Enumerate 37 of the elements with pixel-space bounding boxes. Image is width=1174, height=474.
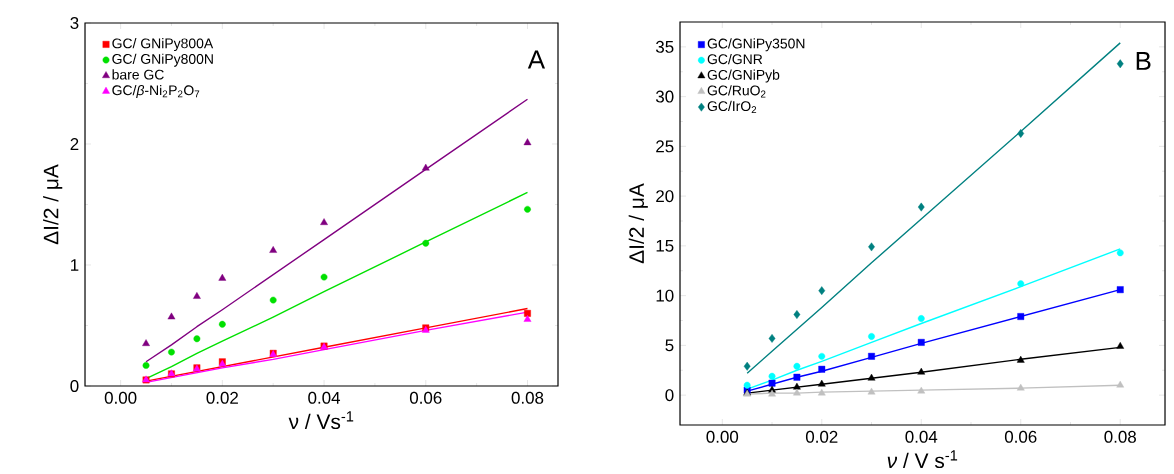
y-tick-label: 3 bbox=[70, 17, 79, 30]
y-tick-label: 5 bbox=[665, 339, 674, 352]
legend-label: GC/GNiPy350N bbox=[707, 38, 805, 52]
annotation: B bbox=[1136, 52, 1151, 70]
legend-label: GC/IrO$_{2}$ bbox=[707, 100, 757, 114]
y-axis-title: ΔI/2 / μA bbox=[628, 183, 648, 264]
y-tick-label: 20 bbox=[656, 190, 674, 203]
x-tick-label: 0.08 bbox=[1104, 430, 1136, 443]
legend-label: GC/ GNiPy800A bbox=[112, 38, 214, 52]
y-tick-label: 30 bbox=[655, 90, 674, 103]
x-tick-label: 0.02 bbox=[805, 430, 838, 443]
x-tick-label: 0.02 bbox=[206, 391, 238, 404]
x-axis-title: ν / V s$^{-1}$ bbox=[887, 450, 958, 469]
y-tick-label: 0 bbox=[665, 389, 674, 402]
legend-label: GC/β-Ni$_{2}$P$_{2}$O$_{7}$ bbox=[112, 85, 200, 99]
x-tick-label: 0.06 bbox=[409, 391, 442, 404]
annotation: A bbox=[527, 50, 546, 69]
y-tick-label: 1 bbox=[71, 259, 79, 271]
y-tick-label: 35 bbox=[655, 40, 674, 53]
x-tick-label: 0.00 bbox=[706, 430, 739, 443]
legend-label: bare GC bbox=[112, 69, 164, 80]
x-tick-label: 0.06 bbox=[1004, 430, 1037, 443]
y-tick-label: 2 bbox=[70, 138, 79, 151]
legend-label: GC/GNiPyb bbox=[707, 69, 780, 83]
y-axis-title: ΔI/2 / μA bbox=[43, 164, 63, 245]
x-tick-label: 0.00 bbox=[104, 391, 137, 404]
x-tick-label: 0.04 bbox=[308, 391, 341, 404]
legend-label: GC/RuO$_{2}$ bbox=[707, 85, 766, 98]
y-tick-label: 25 bbox=[656, 140, 674, 153]
legend-label: GC/ GNiPy800N bbox=[112, 53, 213, 67]
x-tick-label: 0.08 bbox=[511, 391, 544, 404]
legend-label: GC/GNR bbox=[707, 54, 763, 65]
y-tick-label: 15 bbox=[656, 240, 674, 252]
y-tick-label: 10 bbox=[656, 289, 674, 302]
y-tick-label: 0 bbox=[70, 380, 79, 393]
x-axis-title: ν / Vs$^{-1}$ bbox=[288, 411, 354, 430]
x-tick-label: 0.04 bbox=[905, 430, 938, 443]
